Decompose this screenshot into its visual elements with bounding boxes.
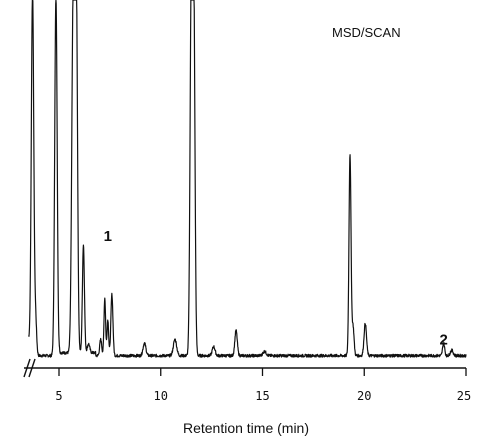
chromatogram-trace <box>28 0 467 358</box>
x-tick-label-25: 25 <box>457 389 471 403</box>
x-ticks: 5 10 15 20 25 <box>55 368 471 403</box>
x-tick-label-15: 15 <box>255 389 269 403</box>
x-axis-title: Retention time (min) <box>183 420 309 436</box>
peak-label-2: 2 <box>439 331 447 348</box>
peak-label-1: 1 <box>104 228 112 245</box>
chart-title: MSD/SCAN <box>332 25 401 40</box>
x-tick-label-5: 5 <box>55 389 62 403</box>
annotations: 12 <box>104 228 448 349</box>
trace-layer <box>28 0 467 358</box>
x-tick-label-20: 20 <box>357 389 371 403</box>
x-axis: 5 10 15 20 25 <box>23 358 471 403</box>
x-tick-label-10: 10 <box>154 389 168 403</box>
axis-break-mark <box>23 358 36 378</box>
